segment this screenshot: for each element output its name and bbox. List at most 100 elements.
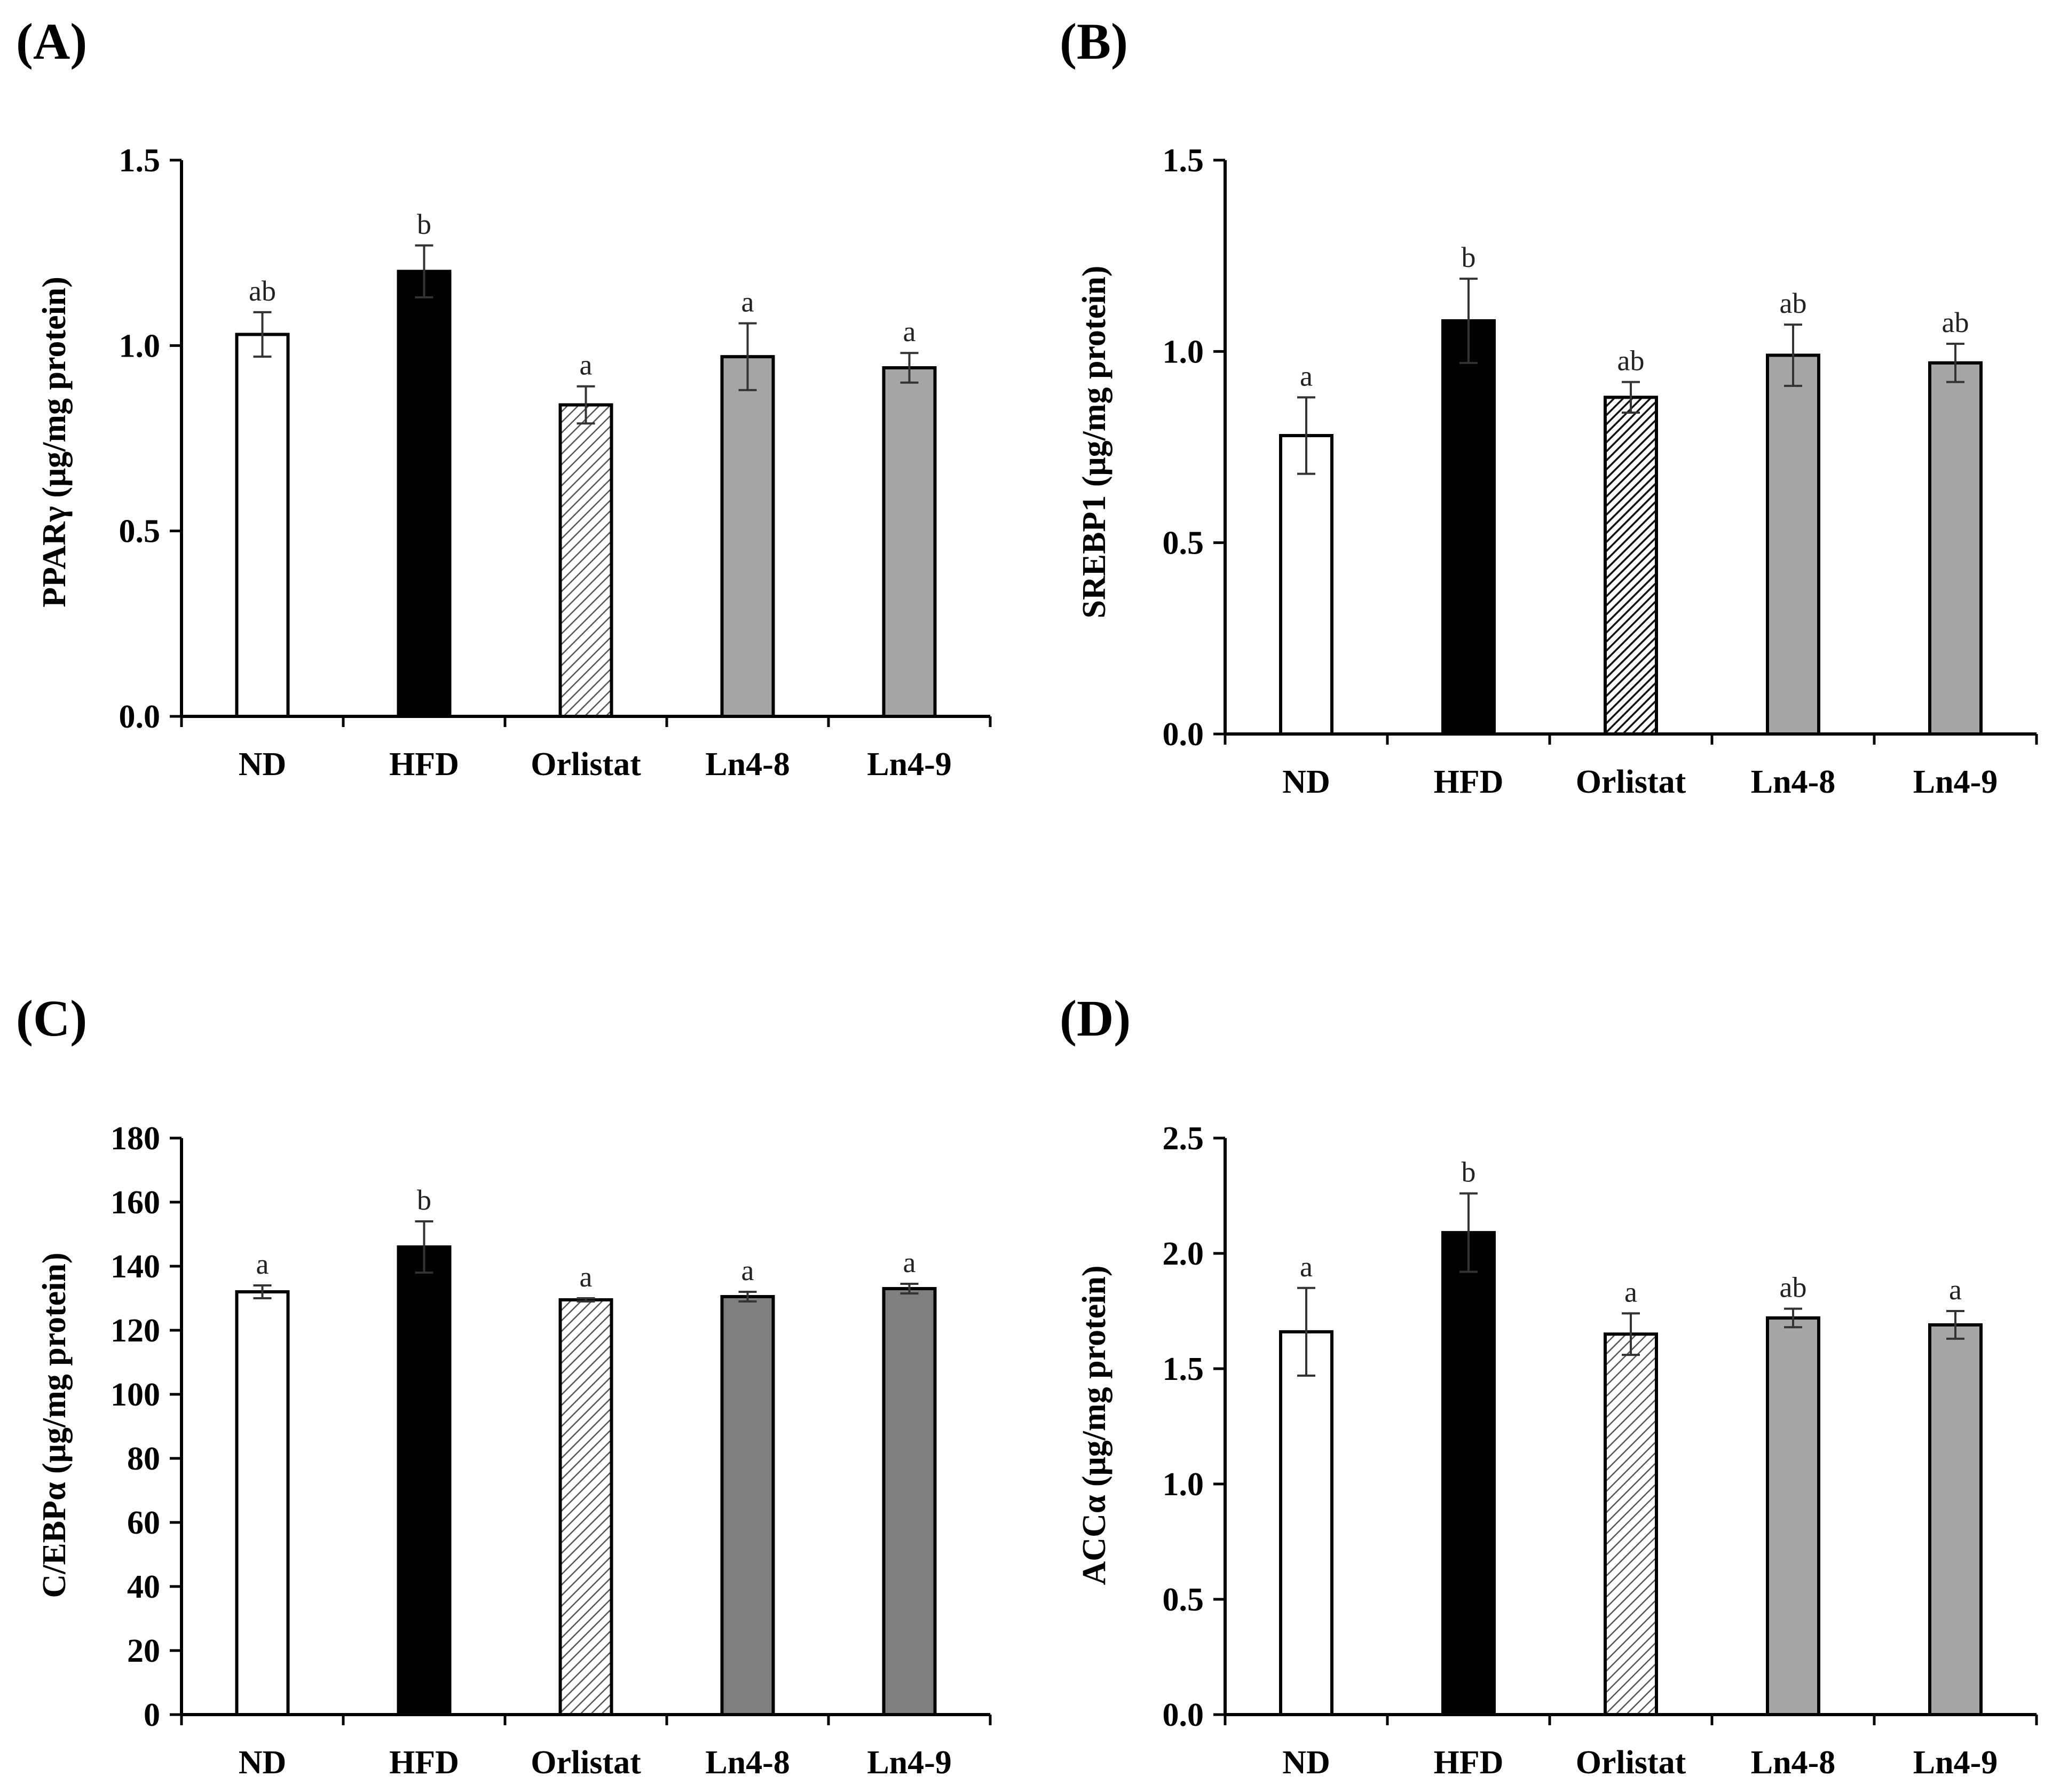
bar	[235, 1290, 290, 1716]
y-axis-title: ACCα (μg/mg protein)	[1076, 1266, 1112, 1585]
plot-area: 0.0 0.5 1.0 1.5 ab ND b HFD a Orlistat a Ln4-8 a Ln4-…	[119, 143, 992, 783]
y-axis-title: C/EBPα (μg/mg protein)	[36, 1252, 73, 1598]
x-category-label: HFD	[1434, 1744, 1504, 1781]
y-tick-label: 20	[127, 1633, 160, 1669]
significance-label: ab	[249, 275, 276, 307]
x-category-label: Ln4-8	[705, 1744, 790, 1781]
significance-label: a	[580, 1261, 593, 1293]
plot-area: 0.0 0.5 1.0 1.5 2.0 2.5 a ND b HFD a Orlistat ab Ln4-…	[1163, 1120, 2038, 1781]
significance-label: b	[1462, 1156, 1476, 1188]
bar	[1604, 1332, 1658, 1716]
bar	[1441, 319, 1496, 736]
panel-c: (C) C/EBPα (μg/mg protein) 0 20 40 60 80 100 1…	[16, 990, 992, 1781]
x-category-label: Ln4-8	[1751, 1744, 1835, 1781]
x-category-label: ND	[1282, 1744, 1330, 1781]
bar	[1441, 1231, 1496, 1717]
panel-d: (D) ACCα (μg/mg protein) 0.0 0.5 1.0 1.5 2.0…	[1060, 990, 2038, 1781]
y-tick-label: 2.5	[1163, 1120, 1204, 1157]
y-tick-label: 40	[127, 1569, 160, 1605]
significance-label: ab	[1617, 345, 1645, 377]
x-category-label: Orlistat	[531, 746, 641, 783]
x-category-label: Orlistat	[1576, 1744, 1686, 1781]
x-category-label: HFD	[389, 1744, 459, 1781]
x-category-label: Ln4-9	[867, 746, 951, 783]
significance-label: b	[1462, 241, 1476, 273]
y-tick-label: 0.0	[119, 699, 161, 735]
bar	[558, 403, 613, 718]
x-category-label: Ln4-8	[1751, 764, 1835, 800]
y-tick-label: 60	[127, 1505, 160, 1541]
bar	[1766, 1316, 1820, 1716]
bar	[1604, 396, 1658, 736]
panel-a: (A) PPARγ (μg/mg protein) 0.00.51.01.5ab…	[16, 13, 992, 783]
y-axis-title: PPARγ (μg/mg protein)	[36, 277, 73, 607]
panel-letter: (B)	[1060, 13, 1128, 70]
significance-label: ab	[1780, 287, 1807, 319]
panel-letter: (D)	[1060, 990, 1131, 1047]
y-tick-label: 140	[111, 1249, 160, 1285]
bar	[882, 1287, 937, 1716]
bar	[1279, 1330, 1333, 1716]
x-category-label: ND	[239, 746, 287, 783]
x-category-label: Orlistat	[1576, 764, 1686, 800]
significance-label: a	[903, 315, 916, 348]
y-tick-label: 1.5	[1163, 1351, 1204, 1387]
bar	[558, 1298, 613, 1716]
y-tick-label: 2.0	[1163, 1236, 1204, 1272]
bar	[397, 270, 452, 718]
bar	[720, 1295, 775, 1716]
y-tick-label: 120	[111, 1313, 160, 1349]
x-category-label: Ln4-9	[1913, 1744, 1998, 1781]
x-category-label: Orlistat	[531, 1744, 641, 1781]
significance-label: a	[580, 349, 593, 381]
y-tick-label: 1.5	[119, 143, 161, 179]
x-category-label: ND	[239, 1744, 287, 1781]
bar	[397, 1245, 452, 1716]
y-tick-label: 1.0	[119, 328, 161, 364]
bar	[720, 355, 775, 718]
panel-letter: (C)	[16, 990, 87, 1047]
significance-label: ab	[1780, 1272, 1807, 1304]
significance-label: b	[417, 1184, 431, 1216]
significance-label: a	[741, 1254, 754, 1286]
y-tick-label: 0.0	[1163, 716, 1204, 753]
y-tick-label: 100	[111, 1377, 160, 1413]
y-tick-label: 80	[127, 1441, 160, 1477]
y-tick-label: 0.5	[119, 514, 161, 550]
y-tick-label: 1.5	[1163, 143, 1204, 179]
x-category-label: HFD	[1434, 764, 1504, 800]
bar	[1928, 1323, 1983, 1716]
significance-label: b	[417, 208, 431, 240]
y-tick-label: 0.5	[1163, 1582, 1204, 1618]
panel-b: (B) SREBP1 (μg/mg protein) 0.0 0.5 1.0 1.5 a…	[1060, 13, 2038, 800]
x-category-label: HFD	[389, 746, 459, 783]
bar	[1766, 353, 1820, 736]
significance-label: ab	[1942, 306, 1969, 338]
significance-label: a	[1949, 1274, 1962, 1306]
significance-label: a	[256, 1248, 269, 1280]
bar	[882, 366, 937, 718]
y-tick-label: 1.0	[1163, 1466, 1204, 1503]
x-category-label: Ln4-9	[1913, 764, 1998, 800]
bar	[1928, 361, 1983, 736]
significance-label: a	[903, 1246, 916, 1278]
x-category-label: Ln4-9	[867, 1744, 951, 1781]
significance-label: a	[741, 286, 754, 318]
y-tick-label: 0.0	[1163, 1697, 1204, 1733]
x-category-label: Ln4-8	[705, 746, 790, 783]
x-category-label: ND	[1282, 764, 1330, 800]
y-tick-label: 0.5	[1163, 525, 1204, 562]
panel-letter: (A)	[16, 13, 87, 70]
plot-area: 0 20 40 60 80 100 120 140 160 180 a ND b HFD a Orlistat…	[111, 1120, 992, 1781]
significance-label: a	[1300, 360, 1313, 392]
y-tick-label: 1.0	[1163, 334, 1204, 370]
significance-label: a	[1300, 1251, 1313, 1283]
significance-label: a	[1624, 1276, 1637, 1308]
y-tick-label: 160	[111, 1185, 160, 1221]
y-axis-title: SREBP1 (μg/mg protein)	[1076, 266, 1112, 619]
plot-area: 0.0 0.5 1.0 1.5 a ND b HFD ab Orlistat ab Ln4-8 ab Ln…	[1163, 143, 2038, 800]
bar	[235, 333, 290, 718]
y-tick-label: 0	[144, 1697, 160, 1733]
y-tick-label: 180	[111, 1120, 160, 1157]
